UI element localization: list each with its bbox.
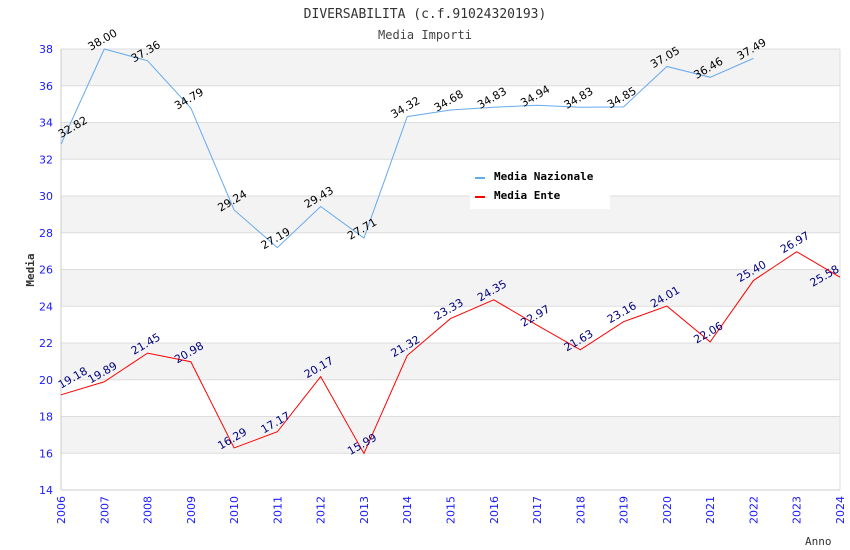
data-label: 22.06 (692, 319, 726, 346)
x-tick-label: 2019 (618, 496, 631, 524)
x-axis-label: Anno (805, 535, 832, 548)
x-tick-label: 2021 (704, 496, 717, 524)
x-tick-label: 2022 (747, 496, 760, 524)
x-tick-label: 2008 (142, 496, 155, 524)
x-tick-label: 2006 (55, 496, 68, 524)
x-tick-label: 2010 (228, 496, 241, 524)
grid-band (61, 49, 840, 86)
x-tick-label: 2011 (271, 496, 284, 524)
data-label: 34.32 (389, 94, 423, 121)
grid-band (61, 196, 840, 233)
x-tick-label: 2007 (98, 496, 111, 524)
x-tick-label: 2015 (445, 496, 458, 524)
data-label: 34.83 (562, 85, 596, 112)
y-tick-label: 32 (39, 153, 53, 166)
x-tick-label: 2013 (358, 496, 371, 524)
x-tick-label: 2020 (661, 496, 674, 524)
y-tick-label: 24 (39, 300, 53, 313)
series-line-nazionale (60, 48, 754, 249)
x-tick-label: 2016 (488, 496, 501, 524)
x-tick-label: 2023 (791, 496, 804, 524)
y-tick-label: 16 (39, 447, 53, 460)
x-tick-label: 2012 (315, 496, 328, 524)
y-tick-label: 28 (39, 227, 53, 240)
y-tick-label: 30 (39, 190, 53, 203)
series-line-ente (60, 251, 841, 455)
x-tick-label: 2017 (531, 496, 544, 524)
x-tick-label: 2024 (834, 496, 847, 524)
y-tick-label: 36 (39, 80, 53, 93)
grid-band (61, 269, 840, 307)
legend-label-ente: Media Ente (494, 189, 561, 202)
y-tick-label: 22 (39, 337, 53, 350)
grid-band (61, 122, 840, 160)
y-tick-label: 38 (39, 43, 53, 56)
grid-band (61, 416, 840, 454)
legend: Media Nazionale Media Ente (470, 165, 610, 209)
y-tick-label: 18 (39, 411, 53, 424)
x-tick-label: 2009 (185, 496, 198, 524)
x-tick-label: 2014 (401, 496, 414, 524)
legend-swatch-ente (475, 196, 485, 198)
y-axis-label: Media (24, 253, 37, 286)
y-tick-label: 34 (39, 117, 53, 130)
chart-title: DIVERSABILITA (c.f.91024320193) (304, 7, 547, 22)
data-label: 34.79 (172, 85, 206, 112)
legend-label-nazionale: Media Nazionale (494, 170, 594, 183)
legend-swatch-nazionale (475, 177, 485, 179)
x-tick-label: 2018 (574, 496, 587, 524)
y-tick-label: 26 (39, 264, 53, 277)
y-tick-label: 14 (39, 484, 53, 497)
chart-subtitle: Media Importi (378, 28, 472, 42)
y-tick-label: 20 (39, 374, 53, 387)
